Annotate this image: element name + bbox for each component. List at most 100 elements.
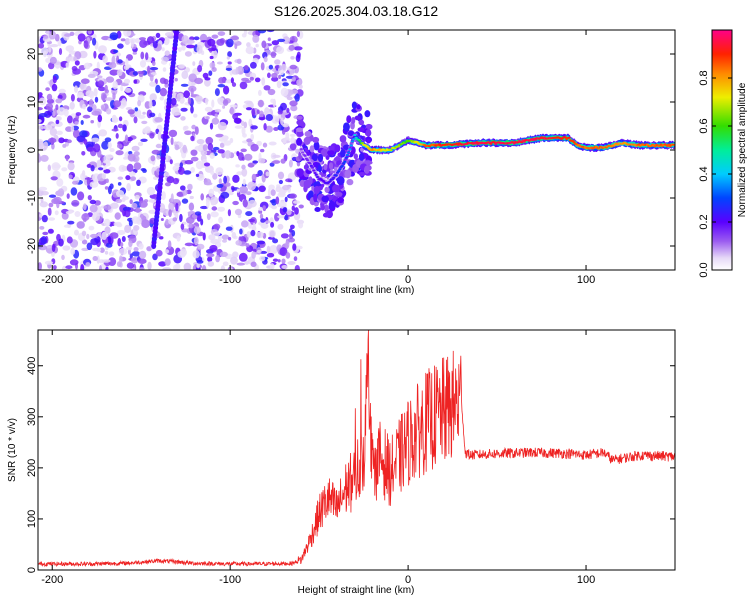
noise-blob xyxy=(117,176,124,180)
noise-blob xyxy=(241,164,246,170)
noise-blob xyxy=(212,173,218,180)
noise-blob xyxy=(269,230,275,238)
noise-blob xyxy=(237,152,244,161)
noise-blob xyxy=(207,256,213,263)
ridge-blob xyxy=(567,136,571,139)
noise-blob xyxy=(271,160,281,164)
noise-blob xyxy=(206,213,211,221)
noise-blob xyxy=(117,43,124,49)
ridge-scatter-blob xyxy=(335,191,343,197)
ridge-scatter-blob xyxy=(313,185,321,195)
noise-blob xyxy=(284,196,288,203)
ridge-scatter-blob xyxy=(303,179,312,189)
ridge-scatter-blob xyxy=(365,128,372,137)
noise-blob xyxy=(223,140,232,146)
noise-blob xyxy=(109,32,119,40)
noise-blob xyxy=(205,97,209,105)
noise-blob xyxy=(168,209,172,218)
noise-blob xyxy=(203,182,213,186)
noise-blob xyxy=(176,94,181,102)
noise-blob xyxy=(179,162,183,169)
noise-blob xyxy=(277,215,285,219)
noise-blob xyxy=(191,81,196,86)
noise-blob xyxy=(70,94,75,102)
noise-blob xyxy=(79,83,85,90)
noise-blob xyxy=(43,141,49,150)
noise-blob xyxy=(133,225,140,231)
noise-blob xyxy=(134,194,140,200)
x-tick-label: -100 xyxy=(219,574,241,586)
ridge-blob xyxy=(311,166,315,169)
noise-blob xyxy=(122,206,131,212)
snr-frame xyxy=(37,329,676,571)
noise-blob xyxy=(45,103,54,110)
noise-blob xyxy=(151,149,161,155)
noise-blob xyxy=(148,199,157,203)
noise-blob xyxy=(168,202,175,212)
noise-blob xyxy=(245,191,252,196)
noise-blob xyxy=(295,54,301,63)
noise-blob xyxy=(277,171,285,180)
ridge-scatter-blob xyxy=(344,169,352,179)
noise-blob xyxy=(272,238,279,244)
y-tick-label: -10 xyxy=(26,190,38,206)
noise-blob xyxy=(172,177,179,185)
ridge-scatter-blob xyxy=(336,176,345,186)
noise-blob xyxy=(244,153,253,161)
noise-blob xyxy=(274,65,280,69)
noise-blob xyxy=(155,84,161,94)
noise-blob xyxy=(184,125,189,130)
ridge-scatter-blob xyxy=(364,110,371,118)
noise-blob xyxy=(61,254,65,260)
snr-y-label: SNR (10 * v/v) xyxy=(7,418,18,482)
noise-blob xyxy=(135,207,141,214)
ridge-scatter-blob xyxy=(296,130,304,137)
noise-blob xyxy=(137,99,142,107)
noise-blob xyxy=(45,57,52,64)
ridge-blob xyxy=(352,138,356,141)
noise-blob xyxy=(123,65,130,70)
noise-blob xyxy=(163,171,170,177)
ridge-blob xyxy=(563,136,568,139)
noise-blob xyxy=(183,262,192,270)
snr-x-label: Height of straight line (km) xyxy=(298,585,415,596)
noise-blob xyxy=(290,56,295,60)
ridge-blob xyxy=(492,141,496,144)
noise-blob xyxy=(286,96,293,101)
noise-blob xyxy=(269,263,275,270)
ridge-scatter-blob xyxy=(327,150,335,156)
noise-blob xyxy=(207,143,214,151)
ridge-scatter-blob xyxy=(364,165,370,174)
noise-blob xyxy=(191,124,197,130)
noise-blob xyxy=(242,133,247,138)
noise-blob xyxy=(200,150,208,156)
noise-blob xyxy=(194,126,199,135)
noise-blob xyxy=(47,207,52,216)
noise-blob xyxy=(124,87,132,93)
noise-blob xyxy=(110,202,119,209)
noise-blob xyxy=(215,133,224,138)
noise-blob xyxy=(280,87,289,97)
noise-blob xyxy=(48,44,52,53)
noise-blob xyxy=(161,47,165,52)
noise-blob xyxy=(194,211,202,216)
ridge-scatter-blob xyxy=(313,141,320,151)
ridge-scatter-blob xyxy=(311,153,318,162)
noise-blob xyxy=(101,259,111,263)
noise-blob xyxy=(204,77,211,81)
noise-blob xyxy=(278,188,286,196)
ridge-blob xyxy=(520,141,524,144)
noise-blob xyxy=(214,108,222,113)
noise-blob xyxy=(223,175,228,184)
noise-blob xyxy=(66,193,70,199)
noise-blob xyxy=(164,258,171,266)
noise-blob xyxy=(107,235,112,245)
noise-blob xyxy=(152,61,156,66)
noise-blob xyxy=(272,154,281,158)
noise-blob xyxy=(58,88,66,94)
y-tick-label: 300 xyxy=(26,408,38,426)
noise-blob xyxy=(156,154,161,160)
noise-streak-blob xyxy=(174,30,180,33)
noise-blob xyxy=(200,205,209,210)
noise-blob xyxy=(188,223,194,229)
